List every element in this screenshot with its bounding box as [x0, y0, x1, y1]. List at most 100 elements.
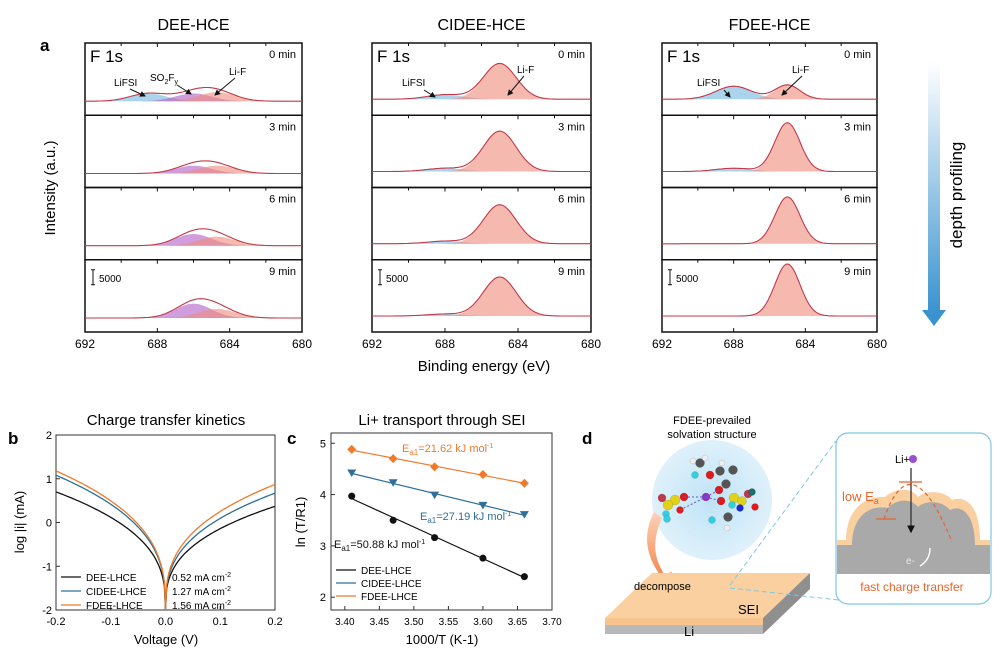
x-tick-label: 3.45	[370, 617, 390, 628]
envelope-curve	[662, 263, 877, 317]
envelope-curve	[662, 196, 877, 245]
component-peak-lifsi	[372, 94, 591, 100]
component-peak-li-f	[85, 165, 302, 174]
chart-b-title: Charge transfer kinetics	[87, 412, 245, 429]
atom	[751, 503, 759, 511]
xps-subplot: 6 min	[661, 186, 878, 261]
component-peak-li-f	[372, 277, 591, 316]
component-peak-lifsi	[662, 86, 877, 100]
xps-column-cidee-hce: CIDEE-HCE 0 min F 1s LiFSI Li-F 3 min 6 min 9 m…	[362, 17, 601, 351]
envelope-curve	[372, 130, 591, 173]
column-title: CIDEE-HCE	[437, 17, 525, 34]
activation-energy-label: Ea1=50.88 kJ mol-1	[334, 539, 425, 553]
component-peak-li-f	[85, 308, 302, 318]
component-peak-so2fy	[85, 165, 302, 174]
xps-subplot: 9 min 5000	[84, 259, 303, 333]
y-tick-label: 4	[320, 490, 326, 502]
chart-c-title: Li+ transport through SEI	[358, 412, 525, 429]
plot-frame	[330, 432, 553, 611]
x-tick-label: 688	[724, 337, 744, 351]
data-point	[478, 470, 488, 480]
exchange-current-label: 0.52 mA cm-2	[172, 572, 231, 584]
envelope-curve	[372, 62, 591, 100]
panel-letter-b: b	[8, 429, 18, 448]
panel-d-schematic: d FDEE-prevailed solvation structure dec…	[582, 415, 992, 639]
data-point	[519, 478, 529, 488]
xps-subplot: 0 min F 1s LiFSI Li-F	[661, 42, 878, 116]
scale-bar-label: 5000	[676, 274, 699, 285]
coordination-bond	[679, 496, 707, 511]
y-tick-label: 3	[320, 541, 326, 553]
x-tick-label: -0.2	[47, 616, 66, 628]
zoom-line-top	[729, 440, 837, 586]
panel-letter-d: d	[582, 429, 592, 448]
xps-subplot: 0 min F 1s LiFSI Li-F	[371, 42, 592, 116]
xps-subplot: 9 min 5000	[661, 259, 878, 333]
component-peak-li-f	[662, 264, 877, 316]
envelope-curve	[662, 122, 877, 173]
time-label: 3 min	[558, 121, 585, 133]
atom	[662, 499, 674, 511]
xps-subplot: 3 min	[371, 114, 592, 189]
peak-label-lif: Li-F	[229, 67, 246, 78]
data-point	[430, 462, 440, 472]
y-tick-label: 0	[46, 518, 52, 530]
panel-c-li-transport: c Li+ transport through SEI ln (T/R1) 10…	[287, 412, 562, 647]
peak-label-lifsi: LiFSI	[697, 78, 720, 89]
component-peak-lifsi	[372, 241, 591, 244]
core-level-label: F 1s	[90, 47, 123, 66]
label-arrow	[723, 89, 731, 98]
xps-column-fdee-hce: FDEE-HCE 0 min F 1s LiFSI Li-F 3 min 6 min 9 mi…	[652, 17, 887, 351]
time-label: 0 min	[269, 49, 296, 61]
depth-profiling-label: depth profiling	[947, 142, 966, 249]
x-tick-label: 3.50	[404, 617, 424, 628]
component-peak-li-f	[372, 204, 591, 244]
xps-subplot: 0 min F 1s LiFSI SO2Fy Li-F	[84, 42, 303, 116]
atom	[695, 458, 705, 468]
peak-label-lif: Li-F	[517, 65, 534, 76]
x-tick-label: 0.2	[267, 616, 282, 628]
atom	[716, 496, 726, 506]
x-tick-label: 692	[75, 337, 95, 351]
atom	[728, 465, 738, 475]
time-label: 9 min	[558, 266, 585, 278]
y-tick-label: 2	[46, 430, 52, 442]
y-tick-label: 1	[46, 474, 52, 486]
atom	[669, 494, 681, 506]
data-point	[520, 573, 528, 581]
legend-label: CIDEE-LHCE	[361, 579, 422, 590]
x-tick-label: 680	[867, 337, 887, 351]
data-point	[478, 501, 488, 510]
atom	[663, 515, 671, 523]
x-tick-label: 692	[362, 337, 382, 351]
component-peak-lifsi	[372, 314, 591, 316]
solvation-molecule-icon	[657, 454, 759, 532]
atom	[705, 470, 715, 480]
sei-label: SEI	[738, 602, 759, 617]
sei-layer-top	[605, 573, 810, 618]
atom	[721, 479, 731, 489]
atom	[737, 496, 747, 506]
xps-subplot: 6 min	[84, 186, 303, 261]
depth-arrow-shaft	[928, 62, 940, 312]
x-tick-label: -0.1	[101, 616, 120, 628]
scale-bar-label: 5000	[99, 274, 122, 285]
data-point	[430, 491, 440, 500]
envelope-curve	[85, 228, 302, 247]
slab-side	[763, 573, 810, 634]
fit-line-cidee-lhce	[351, 472, 525, 516]
series-line-fdee-lhce	[55, 470, 276, 611]
x-tick-label: 3.70	[542, 617, 562, 628]
time-label: 9 min	[844, 266, 871, 278]
time-label: 6 min	[558, 194, 585, 206]
time-label: 3 min	[269, 121, 296, 133]
core-level-label: F 1s	[377, 47, 410, 66]
legend-label: DEE-LHCE	[86, 573, 137, 584]
core-level-label: F 1s	[667, 47, 700, 66]
y-tick-label: 2	[320, 592, 326, 604]
exchange-current-label: 1.56 mA cm-2	[172, 600, 231, 612]
zoom-line-bottom	[729, 587, 858, 603]
atom	[657, 493, 667, 503]
x-tick-label: 0.1	[213, 616, 228, 628]
envelope-curve	[85, 86, 302, 102]
